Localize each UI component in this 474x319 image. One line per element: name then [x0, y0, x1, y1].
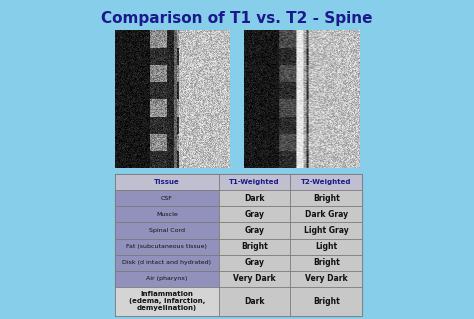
Text: Bright: Bright [313, 258, 339, 267]
Text: Air (pharynx): Air (pharynx) [146, 276, 188, 281]
Text: Dark: Dark [244, 194, 265, 203]
Bar [291, 287, 362, 316]
Bar [219, 271, 291, 287]
Text: Comparison of T1 vs. T2 - Spine: Comparison of T1 vs. T2 - Spine [101, 11, 373, 26]
Text: Muscle: Muscle [156, 212, 178, 217]
Bar [115, 222, 219, 239]
Text: Very Dark: Very Dark [305, 274, 347, 283]
Text: Gray: Gray [245, 210, 264, 219]
Bar [115, 287, 219, 316]
Text: Dark: Dark [244, 297, 265, 306]
Text: Tissue: Tissue [154, 179, 180, 185]
Bar [115, 30, 230, 168]
Bar [115, 174, 362, 316]
Text: Gray: Gray [245, 258, 264, 267]
Bar [291, 174, 362, 190]
Bar [219, 206, 291, 222]
Bar [291, 222, 362, 239]
Text: T1-Weighted: T1-Weighted [229, 179, 280, 185]
Bar [115, 255, 219, 271]
Bar [115, 206, 219, 222]
Text: Light: Light [315, 242, 337, 251]
Text: T2-weighted: T2-weighted [278, 157, 325, 166]
Bar [291, 239, 362, 255]
Text: Very Dark: Very Dark [233, 274, 276, 283]
Text: Spinal Cord: Spinal Cord [149, 228, 185, 233]
Bar [219, 174, 291, 190]
Bar [291, 206, 362, 222]
Bar [115, 190, 219, 206]
Bar [244, 154, 359, 168]
Bar [219, 287, 291, 316]
Bar [219, 255, 291, 271]
Text: Bright: Bright [313, 297, 339, 306]
Text: Bright: Bright [313, 194, 339, 203]
Bar [115, 154, 230, 168]
Bar [291, 271, 362, 287]
Bar [115, 174, 219, 190]
Bar [244, 30, 359, 168]
Text: T2-Weighted: T2-Weighted [301, 179, 351, 185]
Text: Inflammation
(edema, infarction,
demyelination): Inflammation (edema, infarction, demyeli… [128, 292, 205, 311]
Bar [115, 271, 219, 287]
Bar [115, 239, 219, 255]
Bar [219, 222, 291, 239]
Bar [291, 190, 362, 206]
Bar [291, 255, 362, 271]
Bar [219, 239, 291, 255]
Bar [219, 190, 291, 206]
Text: T1-weighted: T1-weighted [149, 157, 196, 166]
Text: Disk (d intact and hydrated): Disk (d intact and hydrated) [122, 260, 211, 265]
Text: CSF: CSF [161, 196, 173, 201]
Text: Bright: Bright [241, 242, 268, 251]
Text: Dark Gray: Dark Gray [305, 210, 348, 219]
Text: Gray: Gray [245, 226, 264, 235]
Text: Light Gray: Light Gray [304, 226, 348, 235]
Text: Fat (subcutaneous tissue): Fat (subcutaneous tissue) [127, 244, 207, 249]
